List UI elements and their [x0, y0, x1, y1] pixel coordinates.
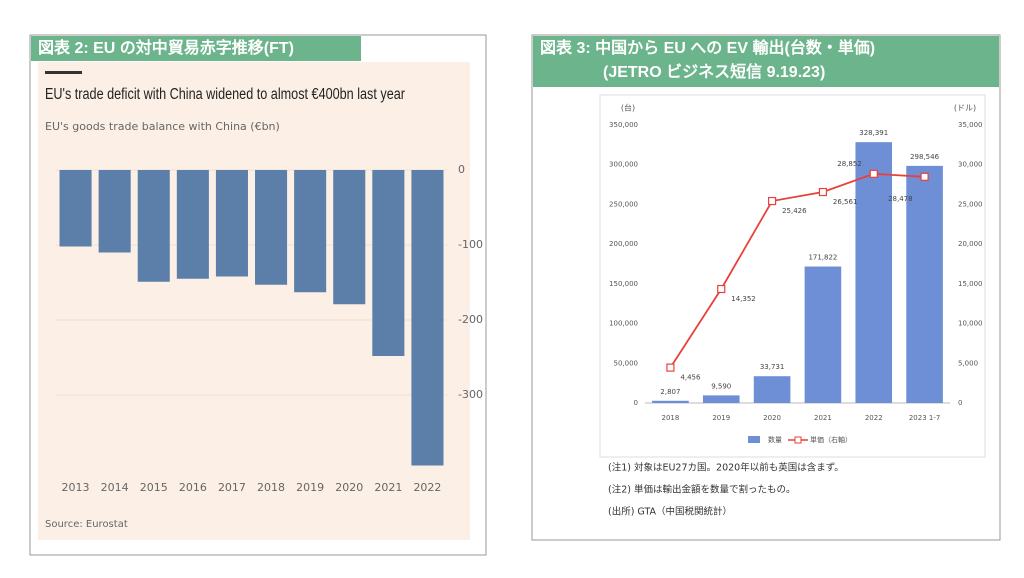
y-axis-label: (台) — [621, 103, 635, 113]
y-tick-label: 10,000 — [958, 320, 983, 328]
x-tick-label: 2018 — [257, 481, 285, 494]
data-label: 2,807 — [660, 388, 680, 396]
y-tick-label: 5,000 — [958, 359, 978, 367]
header-box — [31, 36, 361, 61]
chart-title: EU's trade deficit with China widened to… — [45, 86, 405, 103]
y-tick-label: 15,000 — [958, 280, 983, 288]
bar — [176, 170, 209, 279]
x-tick-label: 2017 — [218, 481, 246, 494]
title-rule — [45, 71, 82, 74]
x-tick-label: 2016 — [179, 481, 207, 494]
y-tick-label: 20,000 — [958, 240, 983, 248]
data-label: 14,352 — [731, 295, 756, 303]
y-tick-label: 50,000 — [614, 359, 639, 367]
y-tick-label: 0 — [458, 163, 465, 176]
y-tick-label: 300,000 — [609, 161, 638, 169]
bar — [137, 170, 170, 282]
bar — [652, 400, 689, 403]
x-tick-label: 2013 — [62, 481, 90, 494]
x-tick-label: 2021 — [374, 481, 402, 494]
data-label: 298,546 — [910, 153, 939, 161]
y-tick-label: 350,000 — [609, 121, 638, 129]
header: 図表 2: EU の対中貿易赤字推移(FT) — [38, 38, 294, 57]
x-tick-label: 2015 — [140, 481, 168, 494]
x-tick-label: 2022 — [413, 481, 441, 494]
chart-subtitle: EU's goods trade balance with China (€bn… — [45, 120, 280, 133]
source: Source: Eurostat — [45, 519, 128, 530]
x-tick-label: 2018 — [662, 414, 680, 422]
line-marker — [717, 284, 726, 294]
note: (出所) GTA（中国税関統計） — [608, 506, 732, 518]
x-tick-label: 2019 — [296, 481, 324, 494]
y-tick-label: 0 — [958, 399, 962, 407]
data-label: 9,590 — [711, 382, 731, 390]
data-label: 171,822 — [808, 254, 837, 262]
bar — [98, 170, 131, 253]
bar — [372, 170, 405, 356]
y-tick-label: 200,000 — [609, 240, 638, 248]
bar — [59, 170, 92, 247]
data-label: 26,561 — [833, 198, 858, 206]
y-tick-label: 35,000 — [958, 121, 983, 129]
data-label: 28,478 — [888, 195, 913, 203]
y-tick-label: 100,000 — [609, 320, 638, 328]
x-tick-label: 2020 — [763, 414, 781, 422]
data-label: 328,391 — [859, 129, 888, 137]
data-label: 28,852 — [837, 160, 862, 168]
note: (注2) 単価は輸出金額を数量で割ったもの。 — [608, 484, 795, 496]
bar — [906, 165, 943, 403]
header-sub: (JETRO ビジネス短信 9.19.23) — [603, 62, 825, 81]
y-tick-label: -200 — [458, 313, 483, 326]
header-box — [533, 36, 999, 87]
bar — [255, 170, 288, 285]
bar — [333, 170, 366, 305]
legend-swatch — [748, 436, 760, 443]
legend-swatch — [794, 436, 802, 444]
header: 図表 3: 中国から EU への EV 輸出(台数・単価) — [540, 38, 875, 57]
y-tick-label: 150,000 — [609, 280, 638, 288]
y-tick-label: -100 — [458, 238, 483, 251]
x-tick-label: 2021 — [814, 414, 832, 422]
x-tick-label: 2022 — [865, 414, 883, 422]
x-tick-label: 2019 — [712, 414, 730, 422]
y-tick-label: 25,000 — [958, 200, 983, 208]
y2-axis-label: (ドル) — [954, 104, 976, 113]
legend-label: 単価（右軸） — [810, 435, 852, 444]
bar — [294, 170, 327, 293]
line-marker — [869, 169, 878, 178]
y-tick-label: 0 — [634, 399, 638, 407]
note: (注1) 対象はEU27カ国。2020年以前も英国は含まず。 — [608, 462, 844, 474]
bar — [855, 142, 893, 403]
bar — [804, 266, 842, 403]
line-marker — [767, 196, 777, 206]
y-tick-label: -300 — [458, 388, 483, 401]
x-tick-label: 2014 — [101, 481, 129, 494]
x-tick-label: 2020 — [335, 481, 363, 494]
data-label: 4,456 — [680, 374, 701, 382]
bar — [753, 376, 791, 403]
line-marker — [920, 172, 929, 181]
bar — [215, 170, 248, 277]
bar — [411, 170, 444, 466]
bar — [702, 395, 740, 403]
chart-background — [38, 62, 470, 540]
data-label: 25,426 — [782, 207, 807, 215]
y-tick-label: 30,000 — [958, 161, 983, 169]
line-marker — [818, 187, 828, 197]
line — [669, 172, 925, 369]
line-marker — [666, 363, 675, 372]
x-tick-label: 2023 1-7 — [909, 414, 940, 422]
y-tick-label: 250,000 — [609, 200, 638, 208]
legend-label: 数量 — [768, 435, 782, 444]
data-label: 33,731 — [760, 363, 785, 371]
